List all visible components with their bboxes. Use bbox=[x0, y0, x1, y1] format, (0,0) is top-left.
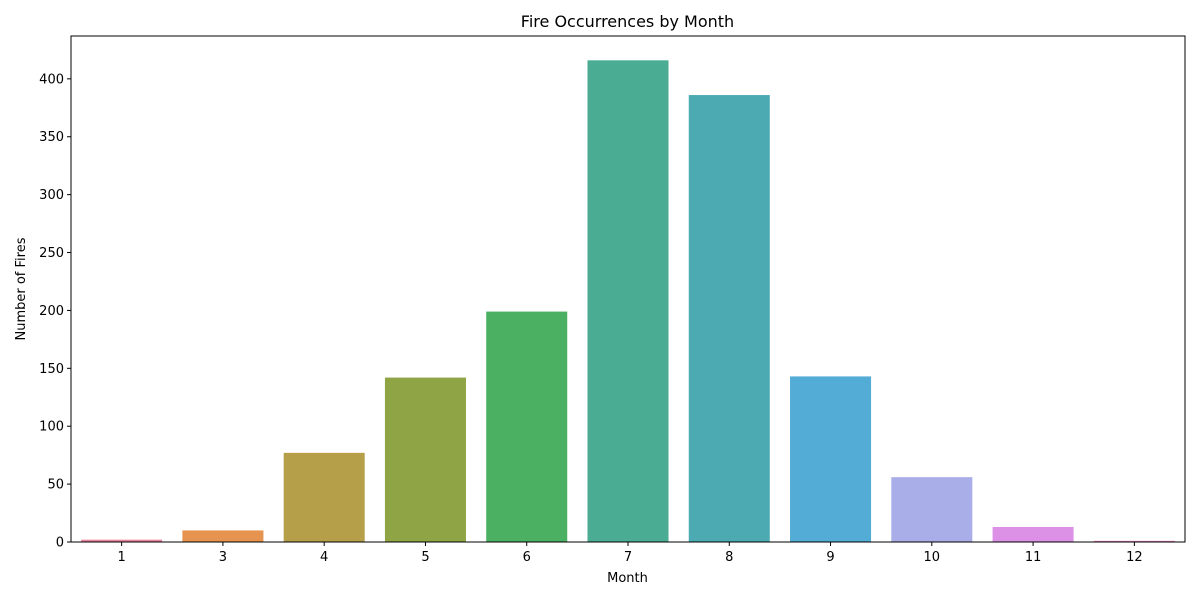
bar-month-11 bbox=[992, 526, 1074, 542]
x-tick-label: 8 bbox=[725, 550, 733, 565]
y-tick-label: 50 bbox=[47, 478, 64, 493]
bar-month-3 bbox=[182, 530, 264, 542]
y-tick-label: 350 bbox=[39, 130, 64, 145]
bars-group bbox=[81, 60, 1175, 542]
x-tick-label: 1 bbox=[117, 550, 125, 565]
x-tick-label: 10 bbox=[924, 550, 941, 565]
chart-title: Fire Occurrences by Month bbox=[521, 12, 734, 31]
y-tick-label: 300 bbox=[39, 188, 64, 203]
y-tick-label: 200 bbox=[39, 304, 64, 319]
x-tick-label: 6 bbox=[523, 550, 531, 565]
x-tick-label: 5 bbox=[421, 550, 429, 565]
bar-month-6 bbox=[486, 311, 568, 542]
y-tick-label: 400 bbox=[39, 72, 64, 87]
bar-month-10 bbox=[891, 477, 973, 542]
y-tick-label: 0 bbox=[56, 536, 64, 551]
x-tick-label: 12 bbox=[1126, 550, 1143, 565]
x-axis-label: Month bbox=[607, 571, 648, 586]
x-tick-label: 4 bbox=[320, 550, 328, 565]
plot-frame bbox=[70, 35, 1186, 543]
x-tick-label: 3 bbox=[219, 550, 227, 565]
bar-month-7 bbox=[587, 60, 669, 542]
y-tick-label: 150 bbox=[39, 362, 64, 377]
y-axis-label: Number of Fires bbox=[14, 237, 29, 340]
x-axis-ticks: 1 3 4 5 6 7 8 9 10 11 12 bbox=[117, 542, 1143, 565]
bar-month-8 bbox=[688, 95, 770, 542]
x-tick-label: 11 bbox=[1025, 550, 1042, 565]
bar-month-5 bbox=[384, 377, 466, 542]
y-tick-label: 100 bbox=[39, 420, 64, 435]
bar-month-12 bbox=[1093, 540, 1175, 542]
bar-month-4 bbox=[283, 452, 365, 542]
y-tick-label: 250 bbox=[39, 246, 64, 261]
bar-month-1 bbox=[81, 539, 163, 542]
y-axis-ticks: 0 50 100 150 200 250 300 350 400 bbox=[39, 72, 71, 551]
x-tick-label: 9 bbox=[826, 550, 834, 565]
x-tick-label: 7 bbox=[624, 550, 632, 565]
bar-month-9 bbox=[790, 376, 872, 542]
